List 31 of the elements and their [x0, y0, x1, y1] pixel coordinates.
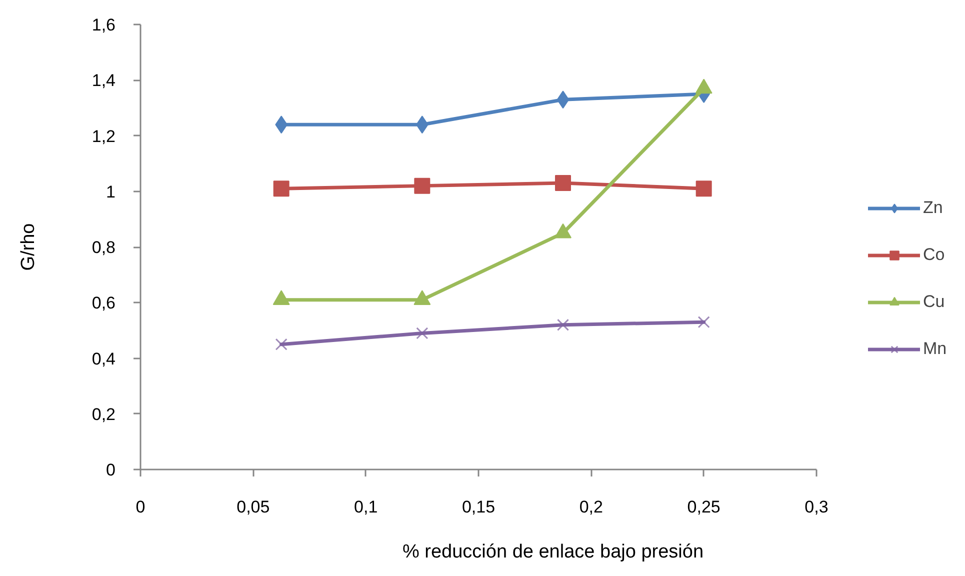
y-tick-label: 1,2 [92, 126, 116, 146]
x-tick-label: 0,05 [236, 498, 270, 516]
legend-label: Zn [923, 198, 943, 218]
y-tick-label: 0,4 [92, 349, 116, 368]
point [556, 90, 570, 109]
y-axis-title: G/rho [18, 223, 39, 271]
x-tick-label: 0,15 [462, 498, 496, 516]
y-tick-label: 0,8 [92, 238, 116, 257]
point [556, 318, 570, 331]
x-tick-label: 0 [136, 498, 146, 516]
x-tick-label: 0,2 [579, 498, 603, 516]
y-tick-label: 0 [106, 460, 116, 480]
point [698, 316, 710, 328]
legend-label: Co [923, 245, 945, 265]
x-tick-label: 0,25 [687, 498, 720, 516]
legend-label: Cu [923, 292, 945, 312]
y-tick-label: 0,6 [92, 294, 116, 313]
point [416, 327, 428, 340]
point [414, 178, 430, 194]
y-tick-label: 1,4 [92, 71, 116, 90]
point [555, 175, 571, 192]
point [273, 180, 290, 197]
point [696, 180, 712, 197]
y-tick-label: 1 [106, 182, 116, 202]
x-tick-label: 0,3 [804, 498, 828, 516]
y-tick-label: 1,6 [92, 16, 116, 34]
point [275, 338, 288, 350]
x-tick-label: 0,1 [354, 498, 378, 516]
legend-label: Mn [923, 339, 947, 359]
y-tick-label: 0,2 [92, 404, 116, 424]
x-axis-title: % reducción de enlace bajo presión [402, 542, 704, 562]
